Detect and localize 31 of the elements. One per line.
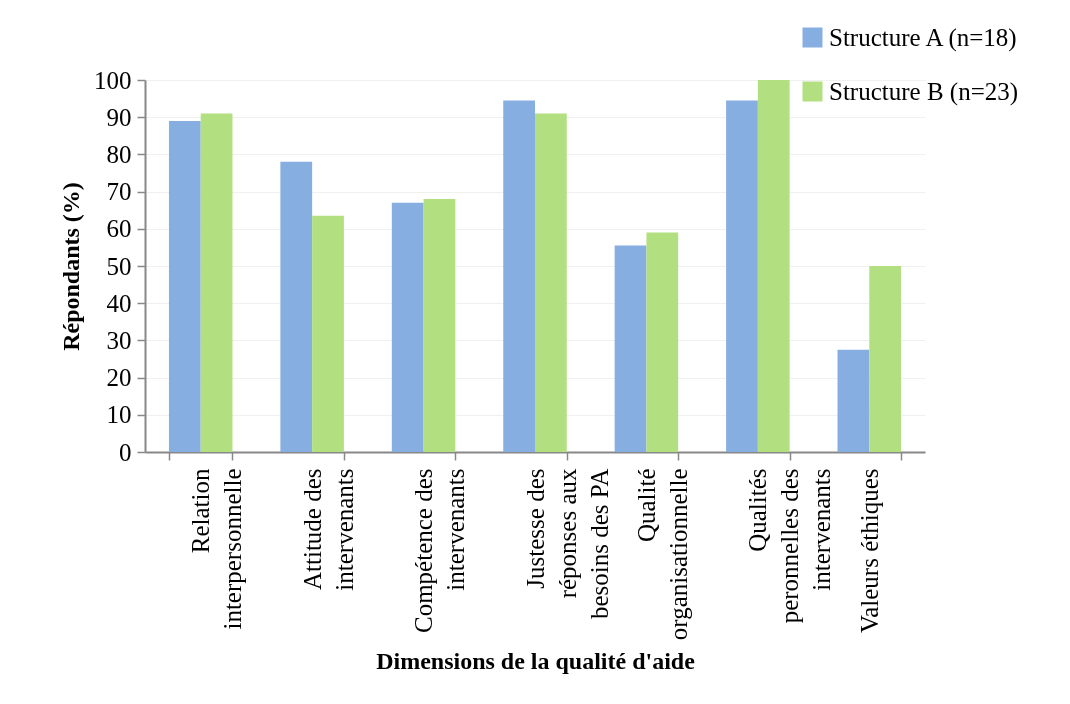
y-axis-title: Répondants (%) [58,182,84,351]
x-tick-label: Valeurs éthiques [855,468,883,634]
legend-label: Structure B (n=23) [829,77,1019,106]
legend-label: Structure A (n=18) [829,23,1017,52]
y-tick-label: 90 [106,103,132,131]
bar [646,232,679,452]
y-tick-label: 10 [106,401,132,429]
bar [312,215,344,452]
y-tick-label: 60 [106,215,132,243]
bar [837,349,870,452]
x-axis-title: Dimensions de la qualité d'aide [376,648,696,675]
y-tick-label: 20 [106,364,132,392]
bar [535,113,567,452]
y-tick-label: 40 [106,289,132,317]
bar [757,80,790,452]
x-tick-label: Relation interpersonnelle [187,468,247,630]
bar [280,161,313,452]
y-tick-label: 50 [106,252,132,280]
y-tick-label: 0 [119,438,132,466]
bar [614,245,647,452]
y-tick-label: 70 [106,178,132,206]
bar [503,100,535,452]
bar [168,120,201,452]
bar [869,266,902,452]
y-tick-label: 30 [106,326,132,354]
y-tick-label: 80 [106,140,132,168]
bar [423,199,456,452]
bar [391,202,424,452]
y-tick-label: 100 [94,66,132,94]
bar [726,100,758,452]
bar [200,113,233,452]
